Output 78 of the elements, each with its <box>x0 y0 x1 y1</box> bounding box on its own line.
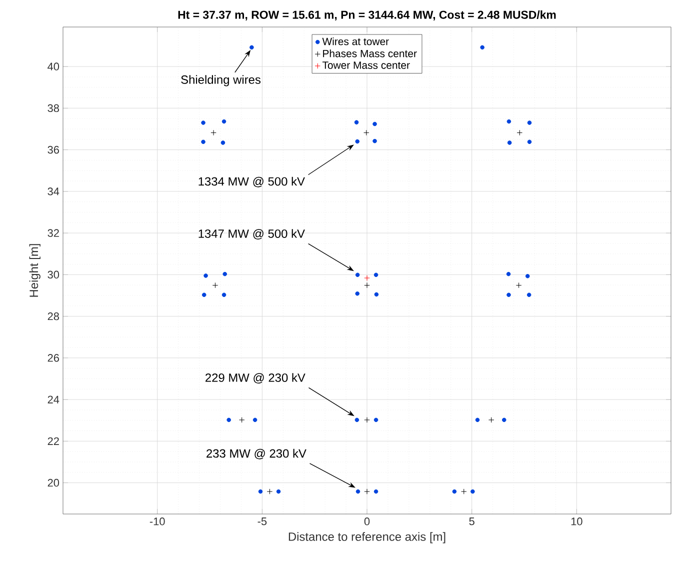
point <box>276 489 281 494</box>
y-tick-label: 32 <box>48 229 59 237</box>
x-axis-title: Distance to reference axis [m] <box>288 532 446 544</box>
point <box>354 418 360 422</box>
annotation: Shielding wires <box>181 75 261 86</box>
point <box>372 122 377 126</box>
point <box>201 140 206 144</box>
chart-title: Ht = 37.37 m, ROW = 15.61 m, Pn = 3144.64 MW, Cost = 2.48 MUSD/km <box>178 10 556 20</box>
point <box>452 489 457 494</box>
point <box>258 489 263 494</box>
point <box>502 418 506 422</box>
legend-label: Tower Mass center <box>322 62 410 69</box>
point <box>356 489 360 494</box>
point <box>355 272 360 278</box>
point <box>250 45 254 50</box>
point <box>220 140 226 145</box>
point <box>374 489 378 494</box>
point <box>525 274 530 278</box>
annotation: 1347 MW @ 500 kV <box>198 229 305 240</box>
point <box>212 282 218 288</box>
y-tick-label: 20 <box>48 478 60 487</box>
y-tick-label: 26 <box>48 354 59 362</box>
point <box>475 418 480 422</box>
annotation: 233 MW @ 230 kV <box>206 448 306 460</box>
y-tick-label: 28 <box>48 312 59 320</box>
point <box>222 272 228 276</box>
y-axis-title: Height [m] <box>29 244 40 297</box>
point <box>355 291 360 296</box>
point <box>210 130 216 136</box>
y-tick-label: 36 <box>48 146 59 154</box>
x-tick-label: -10 <box>150 518 165 526</box>
point <box>364 282 370 288</box>
legend-label: Phases Mass center <box>323 50 417 58</box>
x-tick-label: 0 <box>364 518 370 526</box>
point <box>364 488 370 494</box>
x-tick-label: -5 <box>258 518 267 526</box>
y-tick-label: 40 <box>48 62 60 70</box>
x-tick-label: 10 <box>571 518 582 526</box>
point <box>364 130 370 136</box>
point <box>516 282 522 288</box>
point <box>364 417 370 423</box>
point <box>507 140 512 145</box>
point <box>204 274 208 278</box>
point <box>488 417 494 423</box>
point <box>354 120 359 124</box>
point <box>374 272 378 278</box>
y-tick-label: 30 <box>48 270 60 279</box>
point <box>470 489 475 494</box>
point <box>527 140 532 144</box>
annotation: 229 MW @ 230 kV <box>206 373 306 384</box>
point <box>516 130 522 136</box>
y-tick-label: 24 <box>48 396 60 404</box>
point <box>266 488 273 494</box>
point <box>252 418 258 422</box>
point <box>201 120 206 125</box>
point <box>364 275 370 281</box>
point <box>355 139 360 144</box>
point <box>480 45 484 50</box>
point <box>238 417 245 423</box>
x-tick-label: 5 <box>469 518 474 526</box>
annotation: 1334 MW @ 500 kV <box>198 176 305 188</box>
legend-label: Wires at tower <box>322 37 389 46</box>
y-tick-label: 34 <box>48 188 60 196</box>
point <box>372 138 377 144</box>
point <box>222 292 226 297</box>
point <box>526 292 532 297</box>
point <box>202 292 206 297</box>
point <box>222 119 226 124</box>
point <box>461 488 467 494</box>
point <box>506 119 512 124</box>
point <box>527 120 532 125</box>
point <box>506 292 511 297</box>
point <box>374 418 378 422</box>
point <box>226 418 231 422</box>
y-tick-label: 38 <box>48 104 59 112</box>
point <box>506 272 511 276</box>
y-tick-label: 22 <box>48 437 59 445</box>
point <box>374 292 379 297</box>
